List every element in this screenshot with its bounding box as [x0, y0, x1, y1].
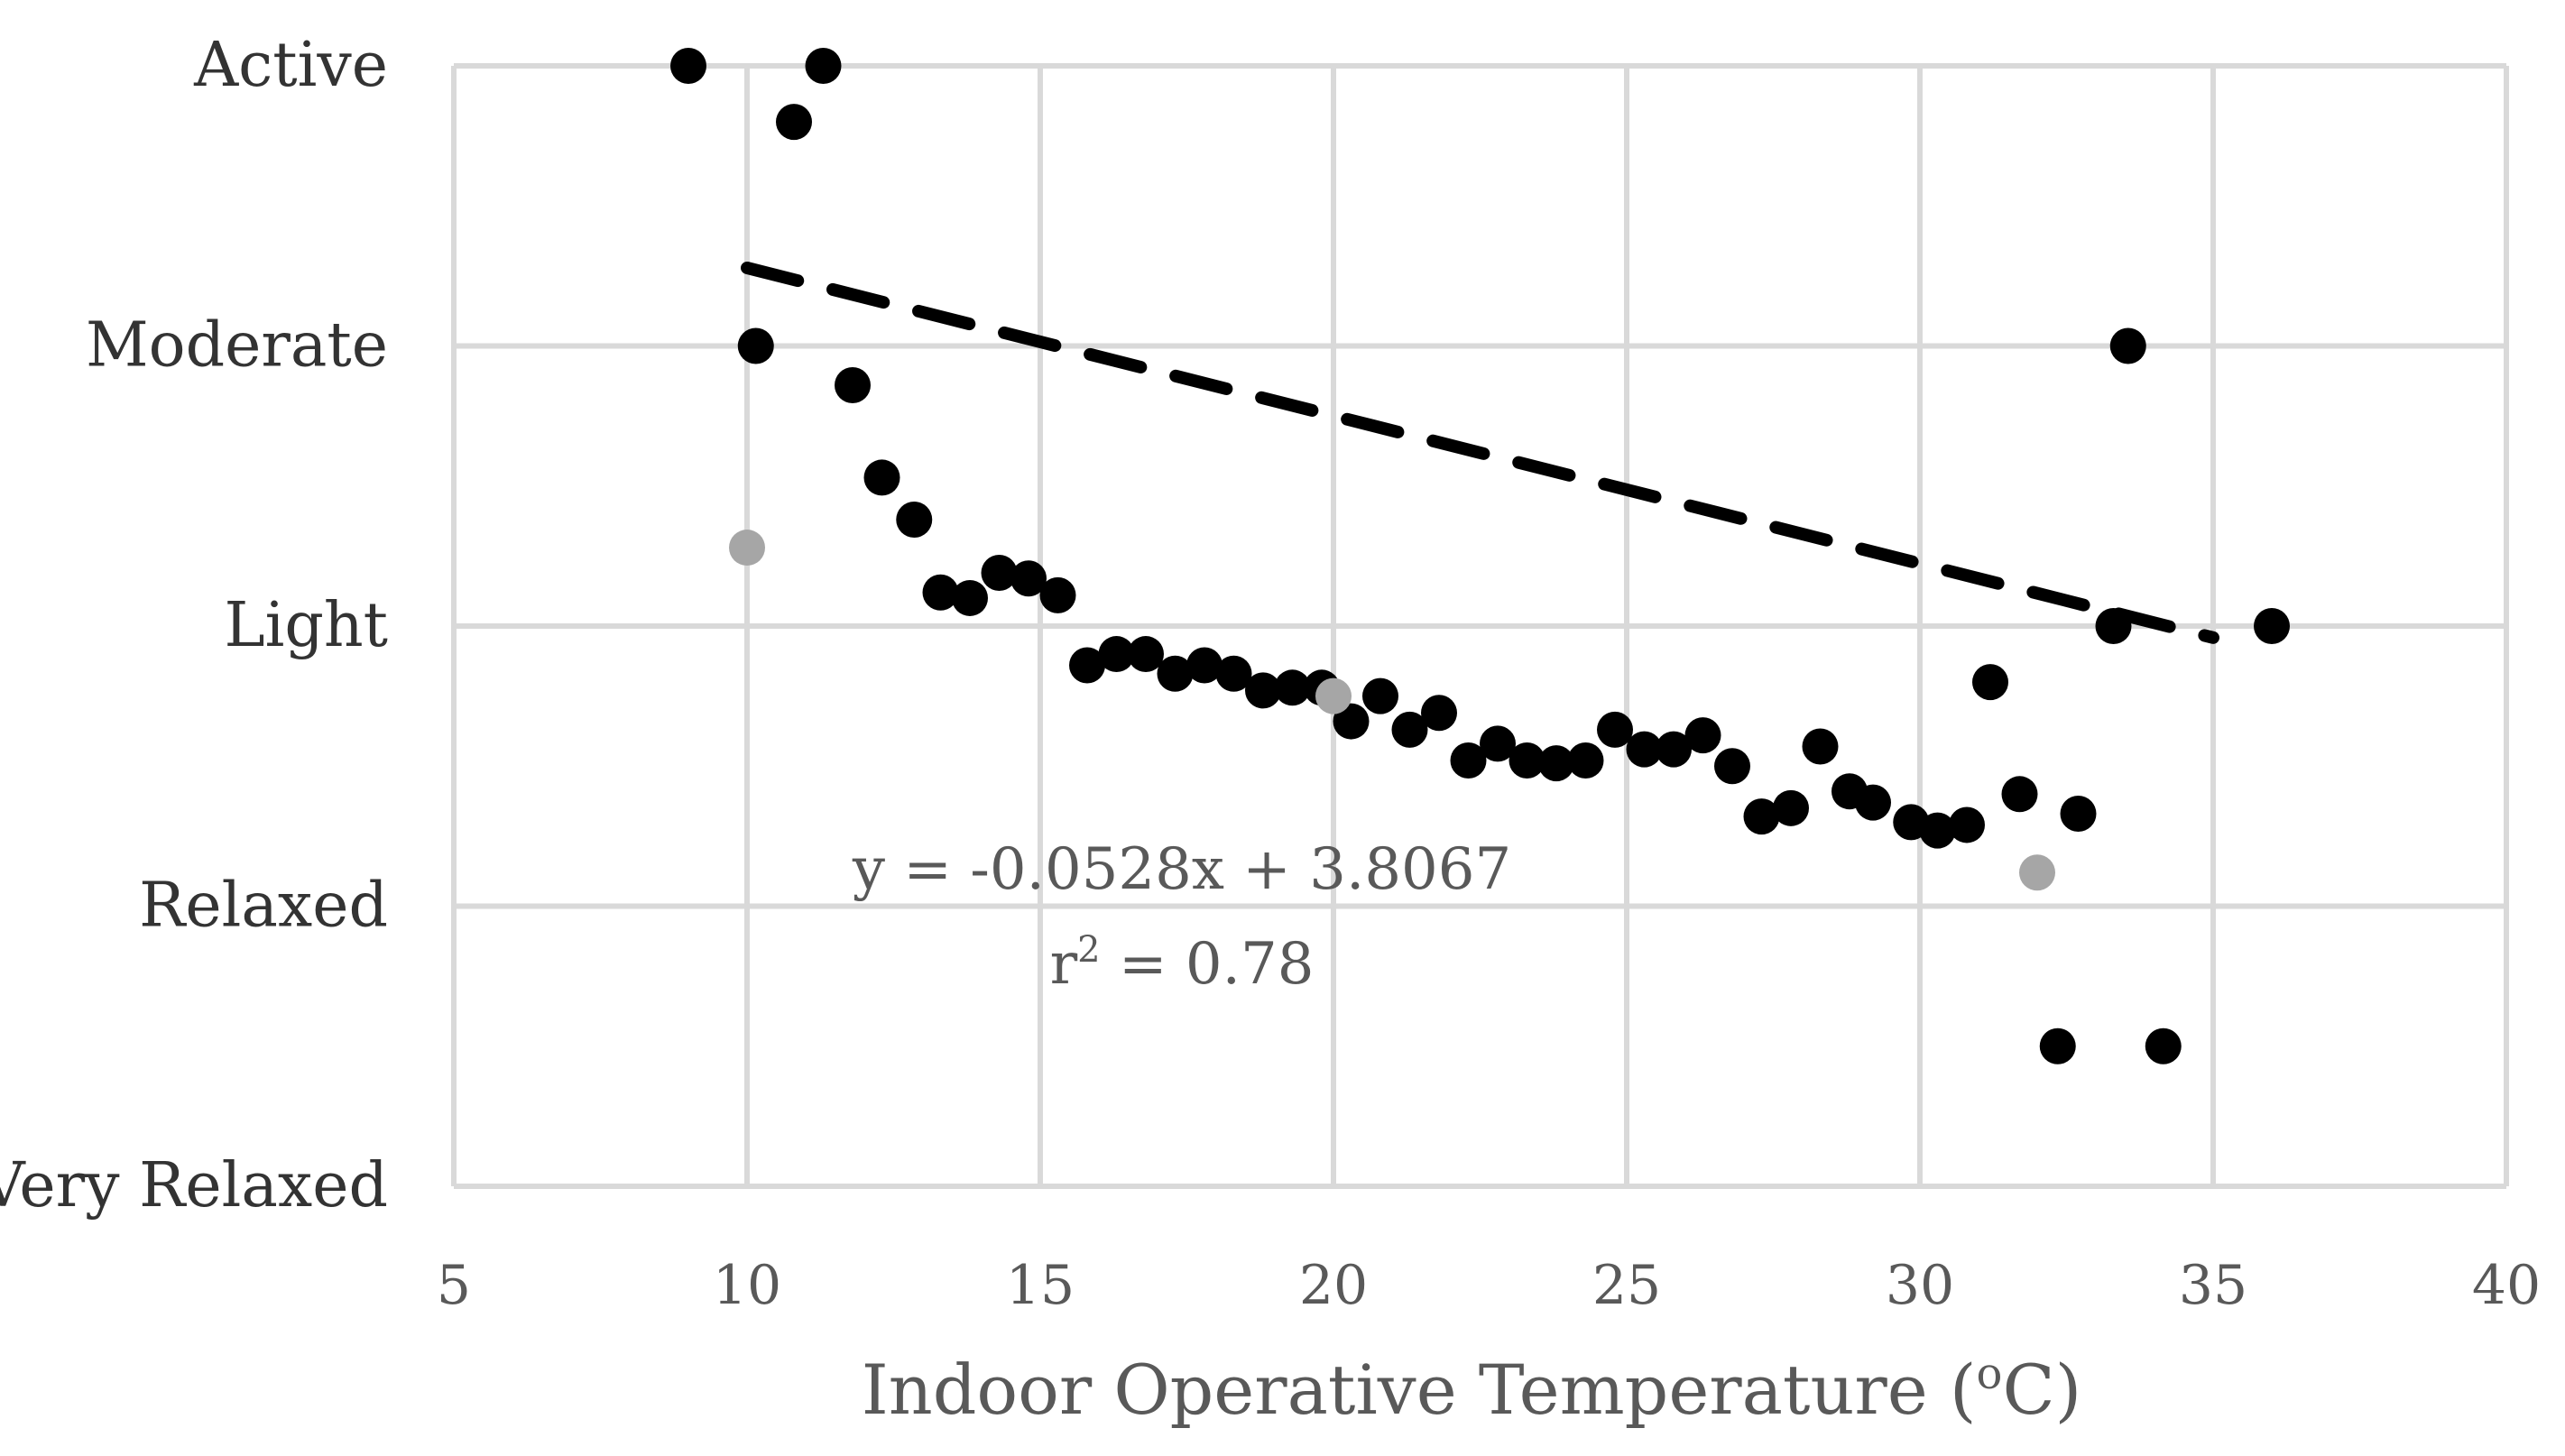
trendline-marker — [2019, 854, 2055, 891]
data-point — [1538, 745, 1574, 782]
data-point — [2039, 1027, 2076, 1064]
x-tick-label: 40 — [2472, 1254, 2541, 1317]
y-tick-label: Light — [224, 590, 388, 661]
data-point — [1919, 812, 1956, 849]
data-point — [776, 104, 812, 141]
data-point — [2001, 776, 2038, 813]
y-axis-tick-labels: Very Relaxed Relaxed Light Moderate Active — [0, 30, 388, 1221]
data-point — [1714, 748, 1750, 785]
data-point — [835, 366, 871, 403]
data-point — [670, 48, 706, 84]
trendline-group — [741, 261, 2219, 644]
data-point — [2145, 1027, 2182, 1064]
data-point — [1597, 711, 1633, 748]
data-point — [1656, 731, 1692, 768]
trendline-marker — [1315, 677, 1352, 714]
data-point — [1567, 742, 1604, 779]
data-point — [1157, 655, 1194, 692]
data-point — [1972, 664, 2008, 701]
y-tick-label: Very Relaxed — [0, 1150, 388, 1221]
data-point — [737, 327, 774, 364]
grid-lines — [451, 63, 2509, 1189]
data-point — [981, 555, 1018, 592]
data-point — [1039, 576, 1076, 613]
x-tick-label: 5 — [437, 1254, 471, 1317]
x-tick-label: 10 — [713, 1254, 781, 1317]
data-point — [1245, 672, 1281, 709]
data-point — [1773, 789, 1809, 826]
y-tick-label: Active — [193, 30, 388, 101]
r-squared-label: r2 = 0.78 — [1050, 929, 1315, 998]
x-axis-title: Indoor Operative Temperature (oC) — [862, 1349, 2082, 1430]
data-point — [1186, 647, 1223, 684]
data-point — [1802, 728, 1839, 765]
data-point — [2254, 608, 2290, 644]
trendline-marker — [729, 530, 765, 567]
data-point — [952, 579, 988, 616]
trendline-equation: y = -0.0528x + 3.8067 — [852, 836, 1511, 903]
data-point — [1098, 636, 1135, 673]
data-point — [2109, 327, 2146, 364]
data-points — [670, 48, 2290, 1064]
data-point — [1684, 717, 1721, 754]
data-point — [1362, 677, 1398, 714]
data-point — [2095, 608, 2132, 644]
y-tick-label: Relaxed — [139, 871, 388, 942]
data-point — [863, 459, 900, 496]
data-point — [896, 502, 933, 539]
data-point — [805, 48, 842, 84]
trendline — [741, 261, 2219, 644]
x-tick-label: 30 — [1886, 1254, 1954, 1317]
data-point — [1949, 806, 1985, 843]
data-point — [1855, 784, 1891, 821]
y-tick-label: Moderate — [86, 310, 388, 382]
data-point — [1333, 703, 1370, 740]
x-axis-tick-labels: 5 10 15 20 25 30 35 40 — [437, 1254, 2541, 1317]
data-point — [1480, 725, 1516, 762]
data-point — [1215, 655, 1252, 692]
x-tick-label: 15 — [1006, 1254, 1075, 1317]
data-point — [1069, 647, 1105, 684]
data-point — [1391, 711, 1428, 748]
data-point — [1010, 560, 1047, 597]
data-point — [1128, 636, 1164, 673]
data-point — [1421, 695, 1457, 732]
data-point — [922, 574, 959, 611]
data-point — [1626, 731, 1663, 768]
data-point — [1743, 798, 1780, 835]
data-point — [1274, 669, 1311, 706]
x-tick-label: 20 — [1299, 1254, 1368, 1317]
x-tick-label: 35 — [2179, 1254, 2247, 1317]
data-point — [1450, 742, 1487, 779]
data-point — [1509, 742, 1545, 779]
data-point — [2060, 796, 2097, 833]
x-tick-label: 25 — [1592, 1254, 1661, 1317]
